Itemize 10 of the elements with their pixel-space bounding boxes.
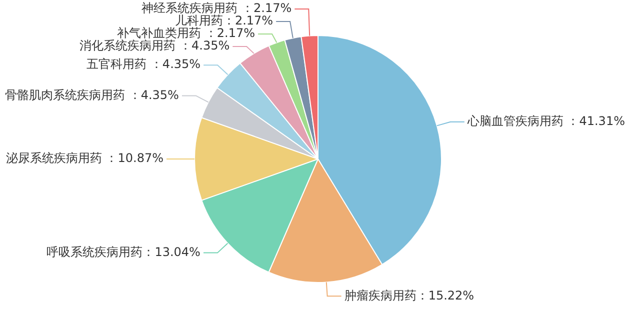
slice-label: 五官科用药 ：4.35% — [86, 57, 201, 72]
slice-label: 肿瘤疾病用药：15.22% — [344, 288, 474, 302]
slice-label: 神经系统疾病用药 ：2.17% — [142, 1, 292, 16]
slice-label: 消化系统疾病用药 ：4.35% — [80, 38, 230, 53]
slice-label: 骨骼肌肉系统疾病用药 ：4.35% — [5, 88, 179, 102]
slice-label: 补气补血类用药 ：2.17% — [117, 26, 256, 40]
slice-label: 泌尿系统疾病用药 ：10.87% — [6, 151, 164, 166]
slice-label: 呼吸系统疾病用药：13.04% — [46, 244, 200, 259]
slice-label: 心脑血管疾病用药 ：41.31% — [466, 114, 625, 128]
slice-label: 儿科用药：2.17% — [174, 14, 274, 28]
